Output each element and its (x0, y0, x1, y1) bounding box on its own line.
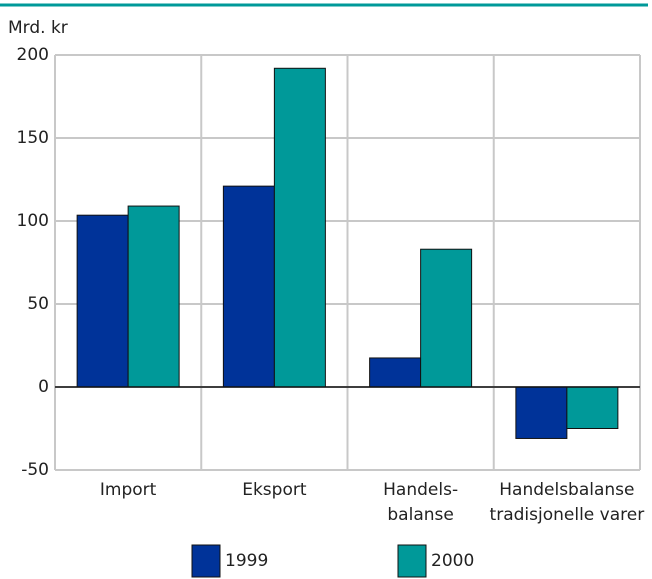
bar (420, 248, 473, 388)
y-tick-label: 50 (27, 294, 49, 314)
bar (76, 214, 129, 388)
legend-swatch (191, 544, 221, 578)
legend-label: 1999 (225, 551, 268, 571)
bar (273, 67, 326, 388)
y-tick-label: 100 (17, 211, 49, 231)
y-tick-label: 0 (38, 377, 49, 397)
bar (515, 386, 568, 439)
legend-swatch (397, 544, 427, 578)
x-tick-label: Import (100, 480, 157, 500)
y-tick-label: 150 (17, 128, 49, 148)
x-tick-label: Handels-balanse (383, 480, 458, 525)
bar (127, 205, 180, 388)
y-tick-label: -50 (21, 460, 49, 480)
bar (222, 185, 275, 388)
bar (369, 357, 422, 388)
bar (566, 386, 619, 429)
x-tick-label: Eksport (242, 480, 307, 500)
y-tick-label: 200 (17, 45, 49, 65)
legend-label: 2000 (431, 551, 474, 571)
y-axis-label: Mrd. kr (8, 18, 68, 38)
x-tick-label: Handelsbalanse tradisjonelle varer (490, 480, 645, 525)
